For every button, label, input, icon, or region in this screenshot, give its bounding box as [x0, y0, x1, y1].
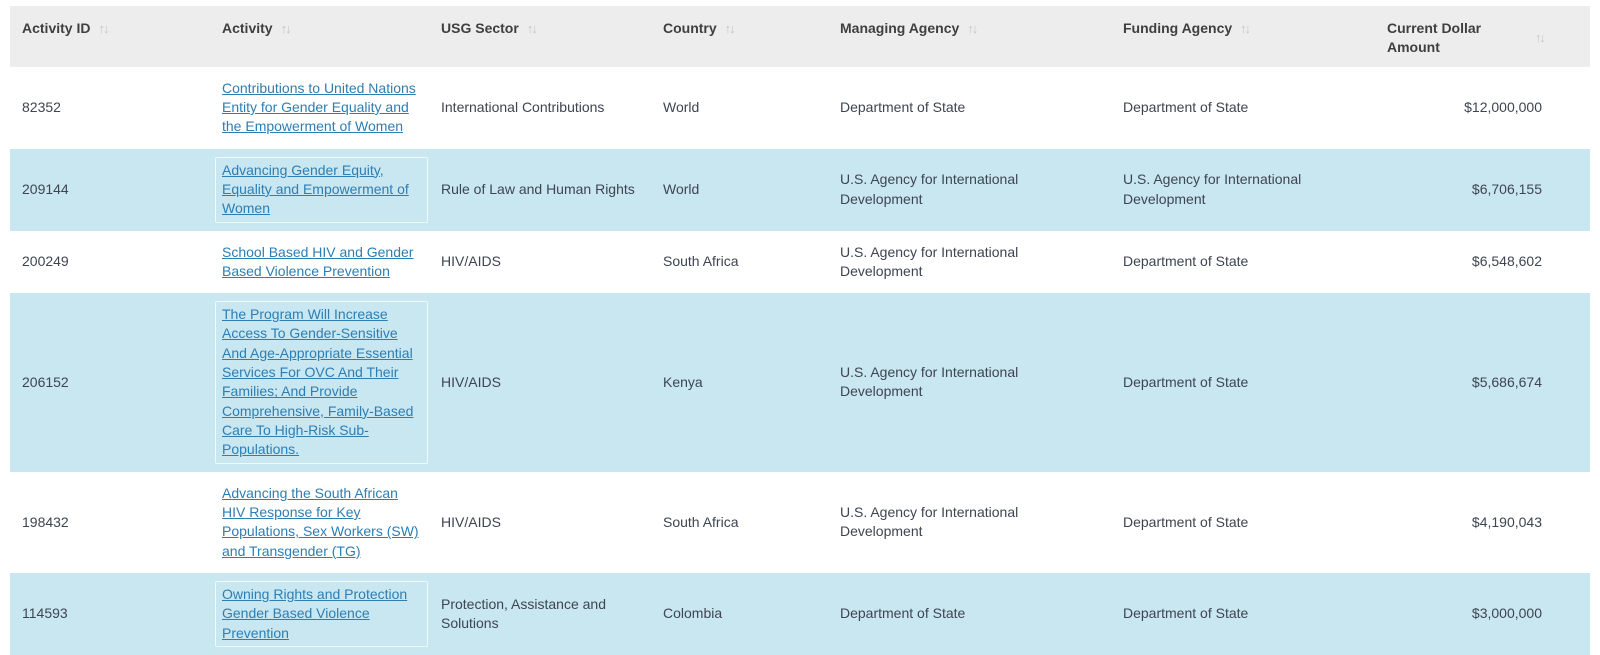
column-label-current-dollar-amount: Current Dollar Amount [1387, 20, 1482, 56]
table-row: 82352 Contributions to United Nations En… [10, 66, 1590, 149]
table-row: 200249 School Based HIV and Gender Based… [10, 230, 1590, 294]
sort-icon[interactable]: ↑↓ [526, 20, 538, 36]
column-header-activity-id[interactable]: Activity ID ↑↓ [10, 6, 210, 67]
cell-usg-sector: HIV/AIDS [441, 253, 501, 270]
sort-icon[interactable]: ↑↓ [724, 20, 736, 36]
cell-activity: Advancing the South African HIV Response… [210, 472, 429, 573]
activity-link[interactable]: The Program Will Increase Access To Gend… [215, 301, 428, 464]
column-label-country: Country [663, 20, 717, 36]
activity-link[interactable]: School Based HIV and Gender Based Violen… [222, 243, 414, 279]
table-row: 206152 The Program Will Increase Access … [10, 293, 1590, 472]
cell-managing-agency: U.S. Agency for International Developmen… [840, 243, 1019, 279]
cell-current-dollar-amount: $4,190,043 [1471, 513, 1542, 530]
column-label-activity: Activity [222, 20, 273, 36]
cell-managing-agency: U.S. Agency for International Developmen… [840, 503, 1019, 540]
header-row: Activity ID ↑↓ Activity ↑↓ USG Sector ↑↓ [10, 6, 1590, 67]
cell-usg-sector: HIV/AIDS [441, 513, 501, 530]
cell-usg-sector: HIV/AIDS [441, 373, 501, 390]
cell-funding-agency: Department of State [1123, 513, 1249, 530]
activity-link[interactable]: Contributions to United Nations Entity f… [222, 79, 416, 135]
cell-country: South Africa [663, 253, 739, 270]
cell-activity: Contributions to United Nations Entity f… [210, 67, 429, 149]
cell-country: South Africa [663, 513, 739, 530]
activities-table-body: 82352 Contributions to United Nations En… [10, 66, 1590, 655]
cell-country: Kenya [663, 373, 703, 390]
sort-icon[interactable]: ↑↓ [1535, 30, 1546, 46]
cell-managing-agency: U.S. Agency for International Developmen… [840, 171, 1019, 207]
cell-funding-agency: Department of State [1123, 605, 1249, 622]
cell-activity-id: 206152 [22, 373, 69, 390]
cell-managing-agency: Department of State [840, 98, 966, 115]
cell-funding-agency: U.S. Agency for International Developmen… [1123, 171, 1302, 207]
cell-activity-id: 198432 [22, 513, 69, 530]
cell-activity-id: 82352 [22, 98, 61, 115]
cell-funding-agency: Department of State [1123, 98, 1249, 115]
cell-current-dollar-amount: $6,706,155 [1471, 180, 1542, 197]
column-header-managing-agency[interactable]: Managing Agency ↑↓ [828, 6, 1111, 67]
cell-country: Colombia [663, 605, 723, 622]
activities-table-container: Activity ID ↑↓ Activity ↑↓ USG Sector ↑↓ [10, 6, 1590, 655]
column-header-usg-sector[interactable]: USG Sector ↑↓ [429, 6, 651, 67]
column-header-current-dollar-amount[interactable]: Current Dollar Amount ↑↓ [1375, 6, 1590, 67]
cell-activity-id: 200249 [22, 253, 69, 270]
column-label-activity-id: Activity ID [22, 20, 91, 36]
column-label-usg-sector: USG Sector [441, 20, 519, 36]
column-header-activity[interactable]: Activity ↑↓ [210, 6, 429, 67]
cell-current-dollar-amount: $12,000,000 [1464, 98, 1542, 115]
cell-activity-id: 114593 [22, 605, 68, 622]
cell-activity: Owning Rights and Protection Gender Base… [210, 573, 429, 655]
column-label-funding-agency: Funding Agency [1123, 20, 1233, 36]
cell-activity: The Program Will Increase Access To Gend… [210, 293, 429, 472]
column-header-funding-agency[interactable]: Funding Agency ↑↓ [1111, 6, 1375, 67]
activity-link[interactable]: Owning Rights and Protection Gender Base… [215, 580, 428, 647]
cell-managing-agency: Department of State [840, 605, 966, 622]
cell-managing-agency: U.S. Agency for International Developmen… [840, 364, 1019, 400]
cell-country: World [663, 98, 700, 115]
table-row: 114593 Owning Rights and Protection Gend… [10, 572, 1590, 655]
sort-icon[interactable]: ↑↓ [1240, 20, 1251, 36]
cell-funding-agency: Department of State [1123, 373, 1249, 390]
cell-usg-sector: Protection, Assistance and Solutions [441, 595, 606, 631]
cell-activity: Advancing Gender Equity, Equality and Em… [210, 149, 429, 231]
cell-usg-sector: Rule of Law and Human Rights [441, 180, 635, 197]
cell-activity-id: 209144 [22, 180, 69, 197]
activities-table: Activity ID ↑↓ Activity ↑↓ USG Sector ↑↓ [10, 6, 1590, 655]
cell-current-dollar-amount: $5,686,674 [1471, 373, 1542, 390]
column-header-country[interactable]: Country ↑↓ [651, 6, 828, 67]
table-row: 209144 Advancing Gender Equity, Equality… [10, 148, 1590, 231]
activity-link[interactable]: Advancing the South African HIV Response… [222, 484, 419, 559]
table-row: 198432 Advancing the South African HIV R… [10, 471, 1590, 573]
sort-icon[interactable]: ↑↓ [967, 20, 978, 36]
cell-activity: School Based HIV and Gender Based Violen… [210, 231, 429, 294]
cell-current-dollar-amount: $6,548,602 [1471, 253, 1542, 270]
cell-country: World [663, 180, 700, 197]
cell-current-dollar-amount: $3,000,000 [1471, 605, 1542, 622]
column-label-managing-agency: Managing Agency [840, 20, 960, 36]
cell-funding-agency: Department of State [1123, 253, 1249, 270]
cell-usg-sector: International Contributions [441, 98, 605, 115]
activity-link[interactable]: Advancing Gender Equity, Equality and Em… [215, 156, 428, 223]
table-header: Activity ID ↑↓ Activity ↑↓ USG Sector ↑↓ [10, 6, 1590, 67]
sort-icon[interactable]: ↑↓ [98, 20, 109, 36]
sort-icon[interactable]: ↑↓ [280, 20, 292, 36]
